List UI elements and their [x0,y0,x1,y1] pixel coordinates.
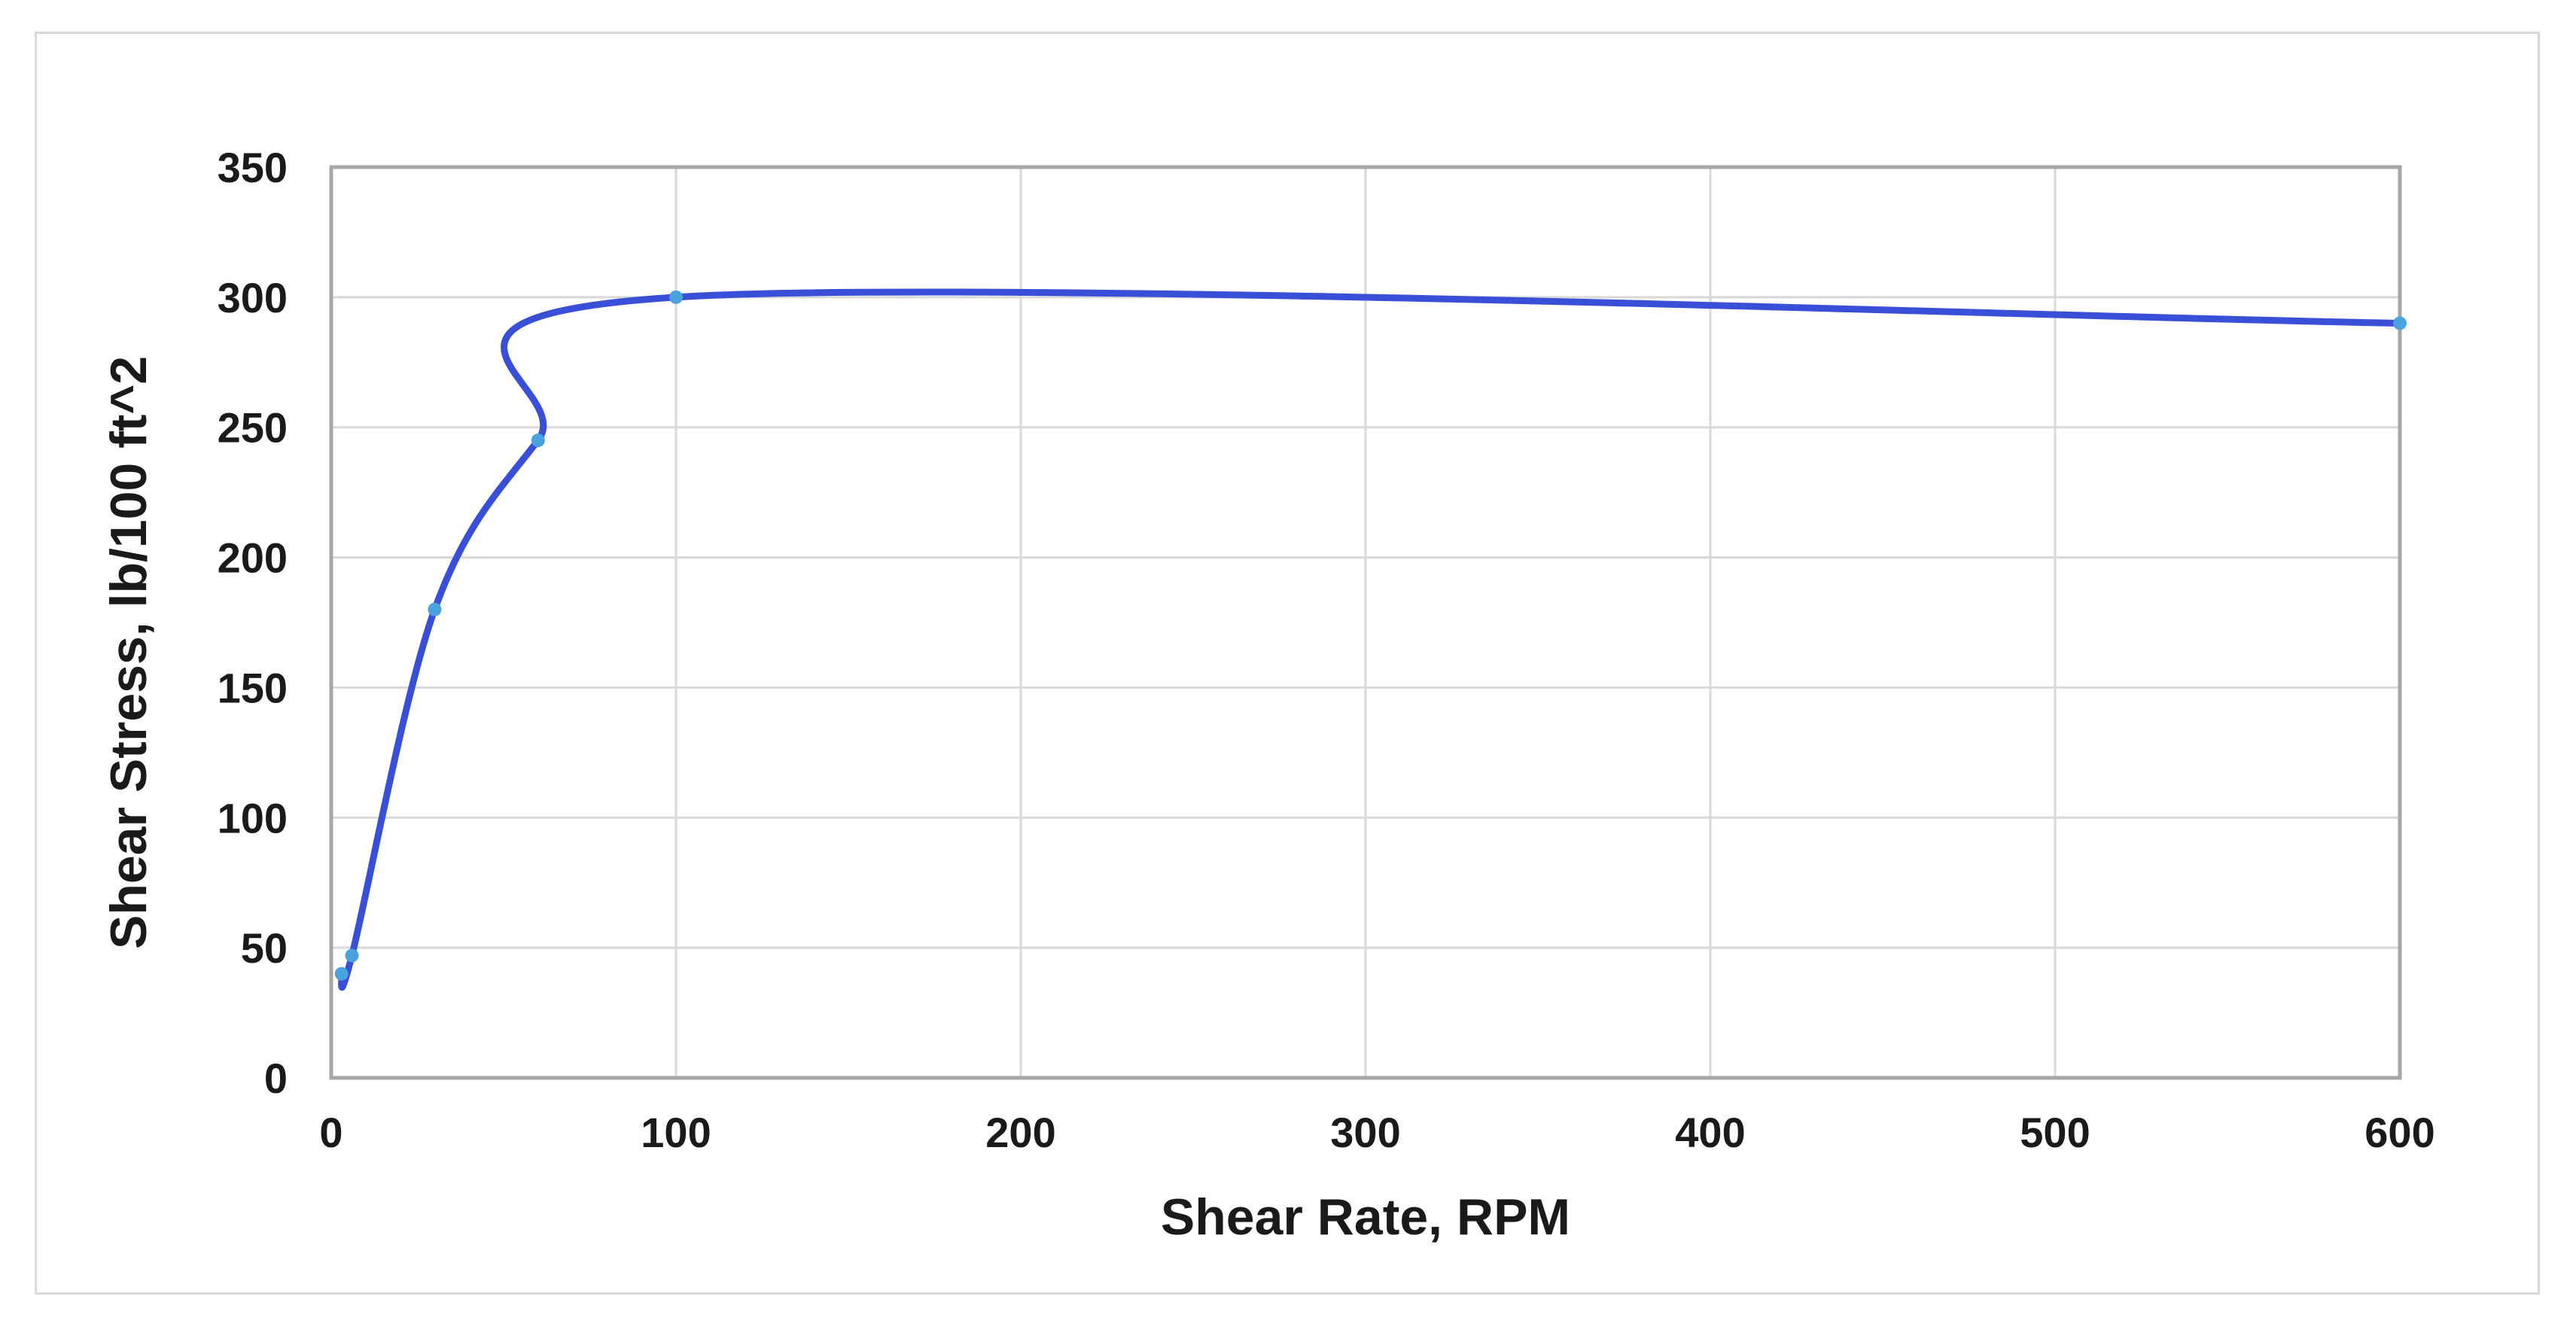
data-point [531,434,545,447]
y-tick-label: 150 [218,664,288,711]
grid [330,166,2401,1079]
y-axis-title: Shear Stress, lb/100 ft^2 [100,356,157,949]
x-axis-title: Shear Rate, RPM [1161,1189,1570,1246]
y-tick-label: 50 [241,924,288,972]
data-point [2393,316,2407,330]
x-tick-label: 400 [1675,1109,1745,1156]
plot-area-border [329,165,2402,1080]
y-tick-label: 350 [218,144,288,191]
data-point [428,602,442,616]
x-tick-label: 500 [2020,1109,2090,1156]
data-point [345,948,359,963]
y-tick-label: 100 [218,794,288,842]
chart-frame [35,32,2540,1295]
x-tick-label: 600 [2364,1109,2434,1156]
series-markers [334,290,2407,981]
y-axis-ticks: 0 50 100 150 200 250 300 350 [218,144,288,1102]
series-curve [338,288,2404,991]
data-point [669,290,683,304]
y-tick-label: 200 [218,534,288,582]
y-tick-label: 300 [218,274,288,321]
x-tick-label: 100 [641,1109,711,1156]
y-tick-label: 0 [264,1055,288,1102]
x-tick-label: 300 [1330,1109,1400,1156]
data-point [334,966,349,981]
y-tick-label: 250 [218,404,288,452]
x-axis-ticks: 0 100 200 300 400 500 600 [319,1109,2434,1156]
x-tick-label: 200 [985,1109,1055,1156]
x-tick-label: 0 [319,1109,343,1156]
